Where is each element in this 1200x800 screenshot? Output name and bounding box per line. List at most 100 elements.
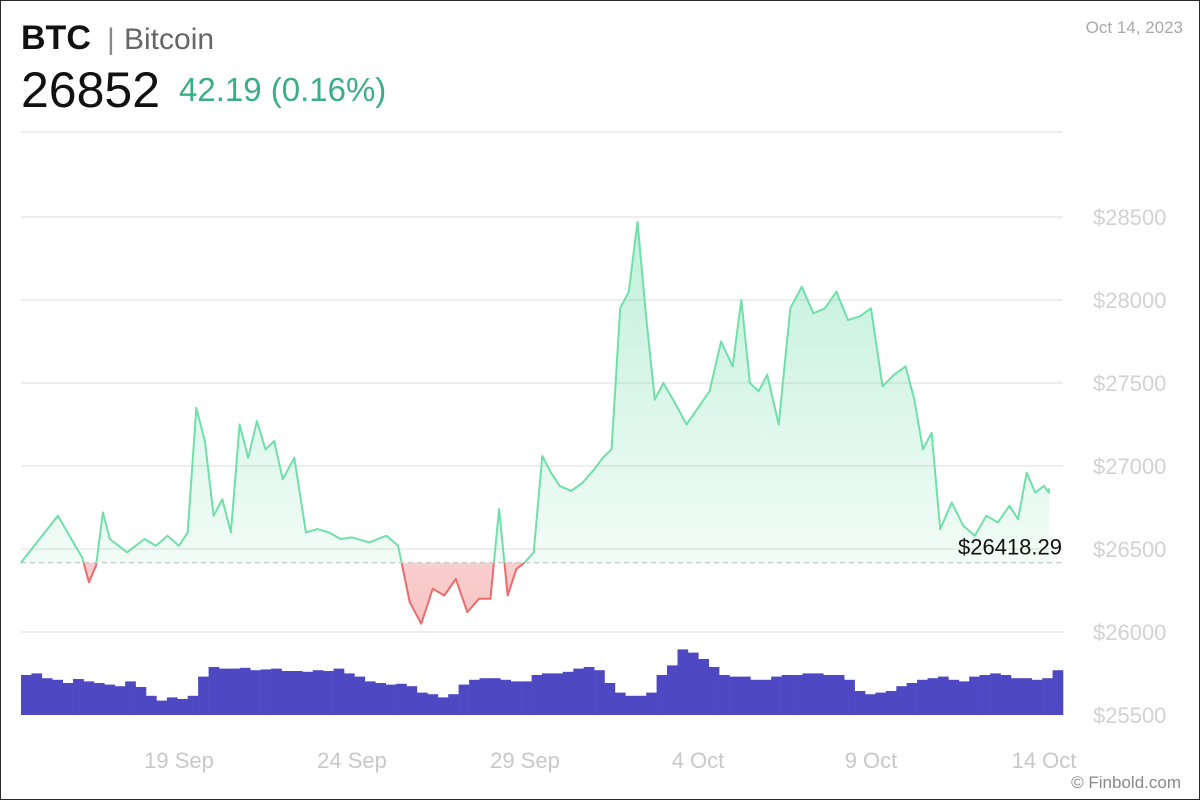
x-tick-label: 24 Sep [317, 748, 387, 773]
price-point [922, 448, 924, 451]
price-point [697, 407, 699, 409]
price-point [674, 402, 676, 404]
price-point [256, 420, 258, 423]
price-point [74, 544, 77, 547]
price-point [881, 385, 884, 388]
volume-bar [83, 681, 95, 715]
volume-bar [1031, 679, 1043, 715]
volume-bar [31, 673, 43, 715]
reference-line-label: $26418.29 [958, 535, 1062, 560]
volume-bar [135, 687, 147, 715]
volume-bar [219, 668, 230, 715]
price-point [143, 538, 146, 540]
volume-bar [771, 676, 782, 715]
price-point [397, 544, 399, 547]
volume-bar [271, 668, 282, 715]
volume-bar [229, 668, 241, 715]
y-tick-label: $26500 [1093, 537, 1166, 562]
volume-bar [469, 679, 480, 715]
volume-bar [938, 676, 949, 715]
price-point [847, 319, 849, 321]
volume-bar [417, 692, 428, 715]
x-tick-label: 29 Sep [490, 748, 560, 773]
volume-bar [510, 681, 522, 715]
price-point [273, 440, 275, 442]
y-axis: $28500 $28000 $27500 $27000 $26500 $26000 $255… [1093, 205, 1166, 728]
volume-bar [385, 684, 397, 715]
volume-bar [656, 675, 668, 715]
price-point [178, 544, 180, 547]
y-tick-label: $28000 [1093, 288, 1166, 313]
price-point [212, 514, 215, 517]
volume-bar [62, 683, 74, 715]
volume-bar [1042, 678, 1053, 715]
price-point [720, 340, 722, 343]
price-point [893, 373, 895, 376]
price-point [454, 578, 457, 580]
volume-bar [323, 671, 334, 715]
price-point [870, 307, 872, 310]
price-point [930, 431, 933, 434]
price-point [108, 538, 111, 540]
price-point [800, 285, 803, 288]
chart-date: Oct 14, 2023 [1085, 18, 1183, 37]
volume-bar [354, 676, 366, 715]
volume-bar [239, 667, 251, 715]
volume-bar [844, 679, 855, 715]
source-credit: © Finbold.com [1071, 773, 1181, 792]
price-point [550, 471, 552, 474]
price-point [238, 423, 241, 426]
volume-bar [906, 683, 918, 715]
price-point [186, 531, 189, 534]
price-point [645, 315, 647, 318]
price-point [740, 299, 743, 301]
y-tick-label: $28500 [1093, 205, 1166, 230]
price-point [81, 556, 83, 559]
price-point [166, 534, 169, 537]
price-point [368, 541, 371, 544]
price-point [858, 315, 861, 318]
price-point [1048, 491, 1050, 494]
volume-bar [687, 652, 699, 715]
volume-bar [802, 673, 814, 715]
volume-bar [521, 681, 532, 715]
price-point [264, 448, 267, 451]
title-separator: | [107, 23, 115, 56]
price-point [1043, 485, 1045, 487]
price-point [1048, 488, 1050, 491]
volume-bar [21, 675, 32, 715]
volume-bar [812, 673, 824, 715]
price-point [408, 601, 411, 603]
volume-bar [552, 673, 564, 715]
price-point [973, 534, 976, 537]
volume-bar [823, 675, 834, 715]
price-point [950, 501, 953, 504]
price-point [102, 511, 104, 514]
volume-bar [865, 694, 876, 715]
volume-bar [1000, 675, 1012, 715]
volume-bar [364, 681, 376, 715]
volume-bar [885, 691, 897, 715]
volume-bar [979, 675, 991, 715]
volume-bar [833, 675, 845, 715]
price-point [1017, 518, 1019, 520]
volume-bar [625, 695, 637, 715]
price-point [506, 594, 509, 597]
volume-bar [93, 683, 105, 715]
price-point [789, 307, 792, 310]
price-point [478, 597, 480, 600]
price-point [627, 290, 630, 293]
volume-bar [1052, 670, 1064, 715]
price-point [316, 528, 319, 530]
price-point [221, 498, 224, 501]
volume-bar [375, 683, 386, 715]
volume-bar [635, 695, 647, 715]
price-point [939, 528, 942, 530]
price-point [155, 544, 157, 547]
y-tick-label: $26000 [1093, 620, 1166, 645]
price-point [1025, 471, 1028, 474]
volume-bar [854, 691, 866, 715]
x-tick-label: 9 Oct [845, 748, 898, 773]
price-point [126, 551, 128, 554]
price-point [515, 568, 518, 570]
